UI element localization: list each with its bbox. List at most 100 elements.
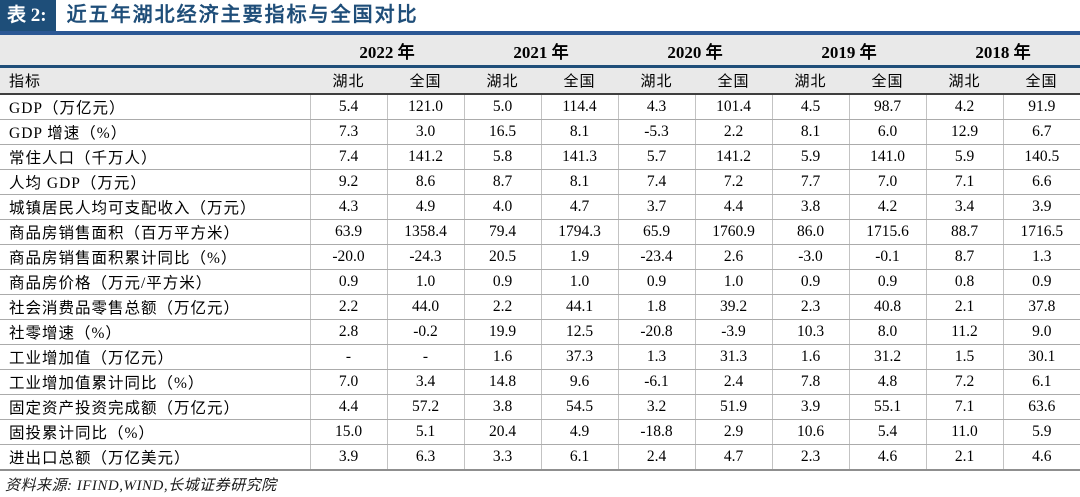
value-cell: 141.3	[540, 144, 618, 170]
value-cell: 1.8	[617, 294, 695, 320]
value-cell: -0.1	[848, 244, 926, 270]
value-cell: -3.0	[771, 244, 849, 270]
value-cell: 1.9	[540, 244, 618, 270]
indicator-label: 城镇居民人均可支配收入（万元）	[0, 194, 310, 220]
value-cell: -20.0	[309, 244, 387, 270]
table-row: 固定资产投资完成额（万亿元） 4.4 57.2 3.8 54.5 3.2 51.9 3.9 55…	[0, 394, 1080, 420]
value-cell: 2.6	[694, 244, 772, 270]
value-cell: 37.8	[1002, 294, 1080, 320]
value-cell: 3.4	[925, 194, 1003, 220]
value-cell: 30.1	[1002, 344, 1080, 370]
value-cell: 2.4	[694, 369, 772, 395]
value-cell: 3.4	[386, 369, 464, 395]
value-cell: 4.3	[309, 194, 387, 220]
value-cell: 10.3	[771, 319, 849, 345]
value-cell: 140.5	[1002, 144, 1080, 170]
value-cell: 4.0	[463, 194, 541, 220]
value-cell: 8.6	[386, 169, 464, 195]
value-cell: 2.3	[771, 444, 849, 471]
table-number-badge: 表 2:	[0, 0, 56, 31]
value-cell: 1.3	[617, 344, 695, 370]
value-cell: 2.4	[617, 444, 695, 471]
value-cell: 4.4	[309, 394, 387, 420]
value-cell: 4.3	[617, 94, 695, 120]
value-cell: 6.6	[1002, 169, 1080, 195]
year-header-2022: 2022 年	[310, 35, 464, 68]
value-cell: 3.3	[463, 444, 541, 471]
value-cell: 121.0	[386, 94, 464, 120]
indicator-label: 社会消费品零售总额（万亿元）	[0, 294, 310, 320]
value-cell: 5.7	[617, 144, 695, 170]
table-row: 商品房销售面积累计同比（%） -20.0 -24.3 20.5 1.9 -23.4 2.6-…	[0, 244, 1080, 270]
value-cell: -5.3	[617, 119, 695, 145]
value-cell: 31.3	[694, 344, 772, 370]
table-row: 商品房销售面积（百万平方米） 63.9 1358.4 79.4 1794.3 65.9 17…	[0, 219, 1080, 245]
value-cell: 0.9	[848, 269, 926, 295]
value-cell: 11.0	[925, 419, 1003, 445]
value-cell: 6.7	[1002, 119, 1080, 145]
region-header: 湖北	[618, 66, 695, 95]
indicator-label: 进出口总额（万亿美元）	[0, 444, 310, 471]
value-cell: -23.4	[617, 244, 695, 270]
value-cell: 3.0	[386, 119, 464, 145]
value-cell: 2.9	[694, 419, 772, 445]
value-cell: 37.3	[540, 344, 618, 370]
value-cell: 8.7	[463, 169, 541, 195]
value-cell: 19.9	[463, 319, 541, 345]
table-body: GDP（万亿元） 5.4 121.0 5.0 114.4 4.3 101.4 4.5 98.7 4…	[0, 94, 1080, 471]
value-cell: 9.2	[309, 169, 387, 195]
value-cell: 8.1	[771, 119, 849, 145]
year-header-2018: 2018 年	[926, 35, 1080, 68]
value-cell: 1.0	[540, 269, 618, 295]
value-cell: 57.2	[386, 394, 464, 420]
value-cell: 2.1	[925, 444, 1003, 471]
region-header-row: 指标 湖北 全国 湖北 全国 湖北 全国 湖北 全国 湖北 全国	[0, 66, 1080, 95]
value-cell: 0.9	[1002, 269, 1080, 295]
title-rule-divider	[0, 31, 1080, 35]
value-cell: -	[386, 344, 464, 370]
value-cell: 8.0	[848, 319, 926, 345]
value-cell: 31.2	[848, 344, 926, 370]
value-cell: 4.2	[925, 94, 1003, 120]
indicator-label: 人均 GDP（万元）	[0, 169, 310, 195]
value-cell: 4.8	[848, 369, 926, 395]
value-cell: 3.7	[617, 194, 695, 220]
value-cell: 4.6	[848, 444, 926, 471]
year-header-row: 2022 年 2021 年 2020 年 2019 年 2018 年	[0, 35, 1080, 68]
indicator-label: GDP 增速（%）	[0, 119, 310, 145]
value-cell: 63.6	[1002, 394, 1080, 420]
value-cell: 1760.9	[694, 219, 772, 245]
indicator-label: 固投累计同比（%）	[0, 419, 310, 445]
indicator-label: GDP（万亿元）	[0, 94, 310, 120]
region-header: 湖北	[464, 66, 541, 95]
value-cell: 12.5	[540, 319, 618, 345]
value-cell: 44.1	[540, 294, 618, 320]
value-cell: 51.9	[694, 394, 772, 420]
value-cell: 5.1	[386, 419, 464, 445]
value-cell: 2.2	[694, 119, 772, 145]
value-cell: 88.7	[925, 219, 1003, 245]
table-row: GDP（万亿元） 5.4 121.0 5.0 114.4 4.3 101.4 4.5 98.7 4…	[0, 94, 1080, 120]
year-header-2020: 2020 年	[618, 35, 772, 68]
source-note: 资料来源: IFIND,WIND,长城证券研究院	[5, 478, 277, 494]
table-header: 2022 年 2021 年 2020 年 2019 年 2018 年 指标 湖北…	[0, 35, 1080, 95]
value-cell: 141.0	[848, 144, 926, 170]
value-cell: 5.0	[463, 94, 541, 120]
value-cell: 3.8	[463, 394, 541, 420]
value-cell: 7.2	[694, 169, 772, 195]
economic-indicators-table: 2022 年 2021 年 2020 年 2019 年 2018 年 指标 湖北…	[0, 35, 1080, 471]
value-cell: 101.4	[694, 94, 772, 120]
value-cell: 114.4	[540, 94, 618, 120]
value-cell: 15.0	[309, 419, 387, 445]
value-cell: 141.2	[386, 144, 464, 170]
value-cell: 54.5	[540, 394, 618, 420]
value-cell: 5.9	[771, 144, 849, 170]
year-header-2021: 2021 年	[464, 35, 618, 68]
value-cell: 3.9	[771, 394, 849, 420]
value-cell: 0.9	[309, 269, 387, 295]
table-row: GDP 增速（%） 7.3 3.0 16.5 8.1 -5.3 2.2 8.1 6.0 12.9 6…	[0, 119, 1080, 145]
value-cell: -3.9	[694, 319, 772, 345]
value-cell: 4.7	[694, 444, 772, 471]
value-cell: 4.9	[540, 419, 618, 445]
